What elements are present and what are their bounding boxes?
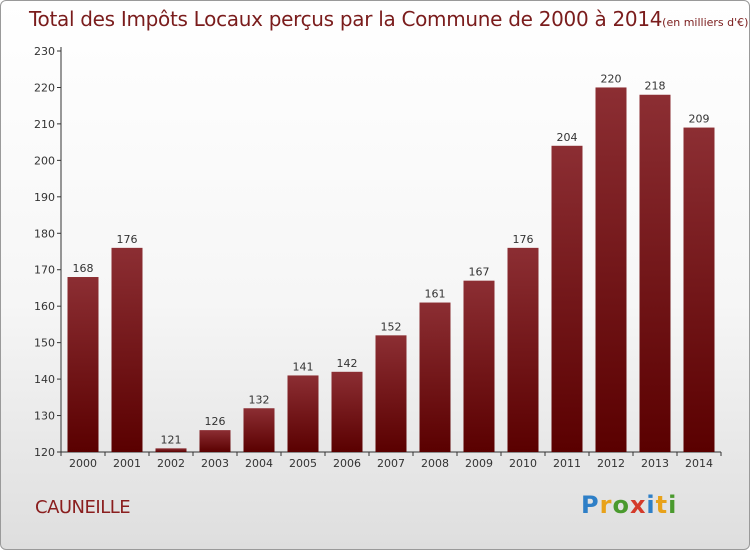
bar xyxy=(199,430,231,452)
chart-title: Total des Impôts Locaux perçus par la Co… xyxy=(29,7,663,31)
value-label: 204 xyxy=(557,131,578,144)
bar xyxy=(551,145,583,453)
y-tick-label: 170 xyxy=(34,264,55,277)
x-tick-label: 2001 xyxy=(113,457,141,470)
x-tick-label: 2003 xyxy=(201,457,229,470)
bar xyxy=(463,280,495,452)
title-row: Total des Impôts Locaux perçus par la Co… xyxy=(29,7,748,31)
brand-letter: o xyxy=(612,491,630,519)
x-tick-label: 2005 xyxy=(289,457,317,470)
y-tick-label: 120 xyxy=(34,446,55,459)
bar xyxy=(111,247,143,452)
brand-letter: r xyxy=(599,491,613,519)
axes: 120 130 140 150 160 170 180 190 200 210 220 230 xyxy=(34,45,722,459)
x-tick-label: 2007 xyxy=(377,457,405,470)
y-tick-label: 220 xyxy=(34,81,55,94)
value-label: 142 xyxy=(337,357,358,370)
y-tick-label: 160 xyxy=(34,300,55,313)
value-label: 220 xyxy=(601,72,622,85)
bar xyxy=(683,127,715,453)
brand-letter: i xyxy=(646,491,656,519)
x-tick-label: 2000 xyxy=(69,457,97,470)
value-label: 167 xyxy=(469,266,490,279)
bar xyxy=(639,94,671,452)
x-tick-label: 2012 xyxy=(597,457,625,470)
brand-letter: x xyxy=(629,491,647,519)
labels: 168 2000 176 2001 121 2002 126 2003 132 2004 141 20… xyxy=(69,72,713,470)
bar xyxy=(243,408,275,452)
value-label: 126 xyxy=(205,415,226,428)
value-label: 152 xyxy=(381,320,402,333)
y-tick-label: 210 xyxy=(34,118,55,131)
value-label: 161 xyxy=(425,288,446,301)
y-tick-label: 150 xyxy=(34,337,55,350)
x-tick-label: 2006 xyxy=(333,457,361,470)
bar xyxy=(331,371,363,452)
x-tick-label: 2008 xyxy=(421,457,449,470)
y-tick-label: 200 xyxy=(34,154,55,167)
value-label: 168 xyxy=(73,262,94,275)
value-label: 209 xyxy=(689,113,710,126)
value-label: 132 xyxy=(249,393,270,406)
x-tick-label: 2013 xyxy=(641,457,669,470)
bar xyxy=(419,302,451,452)
value-label: 121 xyxy=(161,433,182,446)
x-tick-label: 2002 xyxy=(157,457,185,470)
x-tick-label: 2014 xyxy=(685,457,713,470)
y-tick-label: 190 xyxy=(34,191,55,204)
y-tick-label: 180 xyxy=(34,227,55,240)
bars xyxy=(67,87,715,453)
brand-letter: P xyxy=(581,491,600,519)
bar xyxy=(67,277,99,452)
brand-logo: Proxiti xyxy=(581,491,677,519)
bar xyxy=(155,448,187,452)
value-label: 176 xyxy=(513,233,534,246)
bar xyxy=(507,247,539,452)
y-tick-label: 230 xyxy=(34,45,55,58)
y-tick-label: 130 xyxy=(34,410,55,423)
bar xyxy=(595,87,627,453)
chart-unit-note: (en milliers d'€) xyxy=(662,16,749,29)
commune-name: CAUNEILLE xyxy=(35,497,131,518)
brand-letter: t xyxy=(655,491,669,519)
value-label: 176 xyxy=(117,233,138,246)
x-tick-label: 2004 xyxy=(245,457,273,470)
value-label: 141 xyxy=(293,360,314,373)
x-tick-label: 2010 xyxy=(509,457,537,470)
bar xyxy=(287,375,319,452)
brand-letter: i xyxy=(668,491,678,519)
value-label: 218 xyxy=(645,80,666,93)
bar xyxy=(375,335,407,452)
x-tick-label: 2011 xyxy=(553,457,581,470)
y-tick-label: 140 xyxy=(34,373,55,386)
x-tick-label: 2009 xyxy=(465,457,493,470)
